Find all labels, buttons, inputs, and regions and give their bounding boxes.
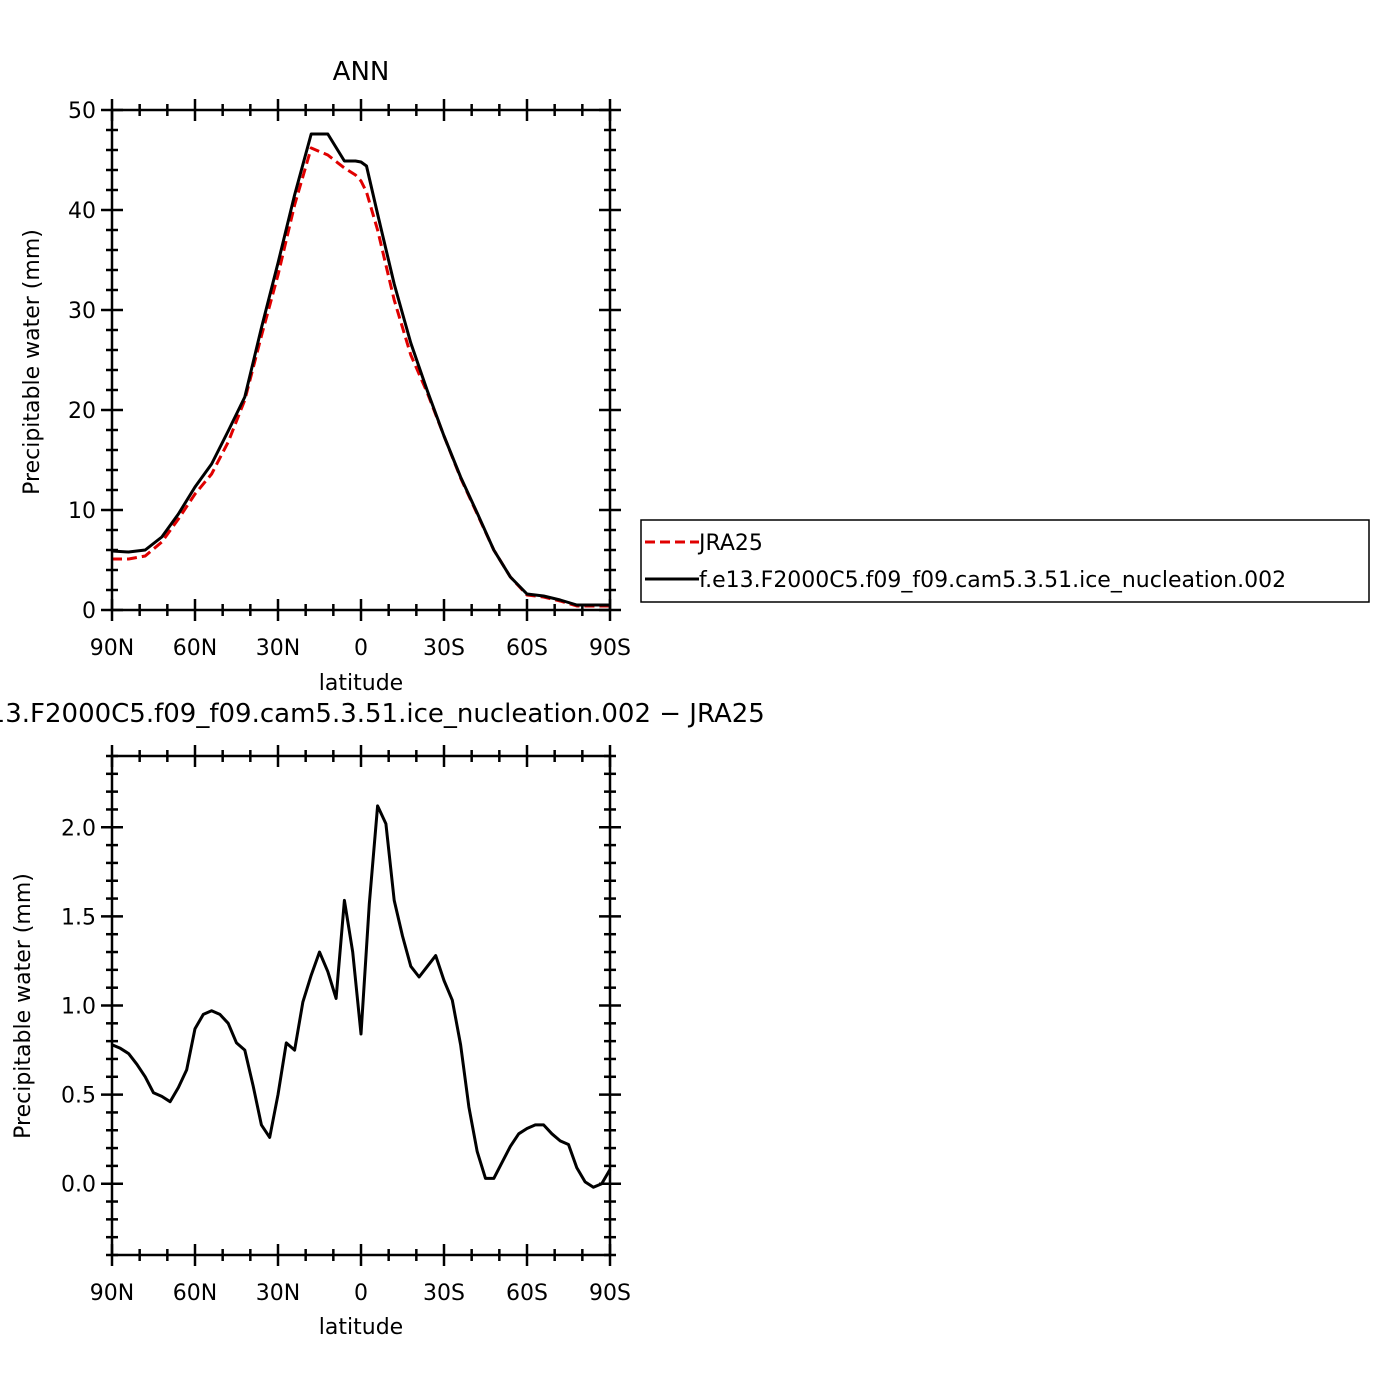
legend-label-model: f.e13.F2000C5.f09_f09.cam5.3.51.ice_nucl…	[699, 568, 1286, 593]
x-tick-label: 60N	[173, 1281, 217, 1306]
y-tick-label: 50	[68, 99, 96, 124]
bottom-x-axis-label: latitude	[319, 1315, 403, 1340]
bottom-chart-title: f.e13.F2000C5.f09_f09.cam5.3.51.ice_nucl…	[0, 699, 765, 729]
y-tick-label: 0.5	[61, 1084, 96, 1109]
x-tick-label: 30N	[256, 636, 300, 661]
x-tick-label: 90S	[589, 636, 631, 661]
x-tick-label: 30N	[256, 1281, 300, 1306]
x-tick-label: 90N	[90, 636, 134, 661]
y-tick-label: 10	[68, 499, 96, 524]
y-tick-label: 0	[82, 599, 96, 624]
top-x-axis-label: latitude	[319, 671, 403, 696]
series-line-0-1	[111, 132, 610, 607]
y-tick-label: 2.0	[61, 816, 96, 841]
y-tick-label: 30	[68, 299, 96, 324]
legend-box	[640, 519, 1370, 603]
y-tick-label: 40	[68, 199, 96, 224]
x-tick-label: 30S	[423, 636, 465, 661]
x-tick-label: 60S	[506, 636, 548, 661]
bottom-panel: f.e13.F2000C5.f09_f09.cam5.3.51.ice_nucl…	[0, 699, 765, 1340]
top-y-axis-label: Precipitable water (mm)	[20, 229, 45, 495]
x-tick-label: 60N	[173, 636, 217, 661]
legend: JRA25 f.e13.F2000C5.f09_f09.cam5.3.51.ic…	[640, 519, 1370, 603]
plot-frame-1	[110, 754, 612, 1257]
x-tick-label: 0	[354, 1281, 368, 1306]
x-tick-label: 90S	[589, 1281, 631, 1306]
x-tick-label: 60S	[506, 1281, 548, 1306]
y-tick-label: 0.0	[61, 1173, 96, 1198]
plot-frame-0	[110, 108, 612, 612]
series-line-1-0	[111, 804, 612, 1189]
x-tick-label: 90N	[90, 1281, 134, 1306]
top-chart-title: ANN	[333, 57, 390, 87]
x-tick-label: 0	[354, 636, 368, 661]
y-tick-label: 20	[68, 399, 96, 424]
top-panel: ANN 90N 60N 30N 0 30S 60S 90S 0 10 20 30 40 50 latit…	[20, 57, 631, 696]
legend-label-jra25: JRA25	[697, 531, 763, 556]
y-tick-label: 1.0	[61, 995, 96, 1020]
bottom-y-axis-label: Precipitable water (mm)	[11, 873, 36, 1139]
x-tick-label: 30S	[423, 1281, 465, 1306]
top-plot-area: 90N 60N 30N 0 30S 60S 90S 0 10 20 30 40 50	[68, 99, 631, 661]
bottom-plot-area: 90N 60N 30N 0 30S 60S 90S 0.0 0.5 1.0 1.5 2.0	[61, 745, 631, 1306]
series-line-0-0	[112, 146, 610, 608]
y-tick-label: 1.5	[61, 905, 96, 930]
